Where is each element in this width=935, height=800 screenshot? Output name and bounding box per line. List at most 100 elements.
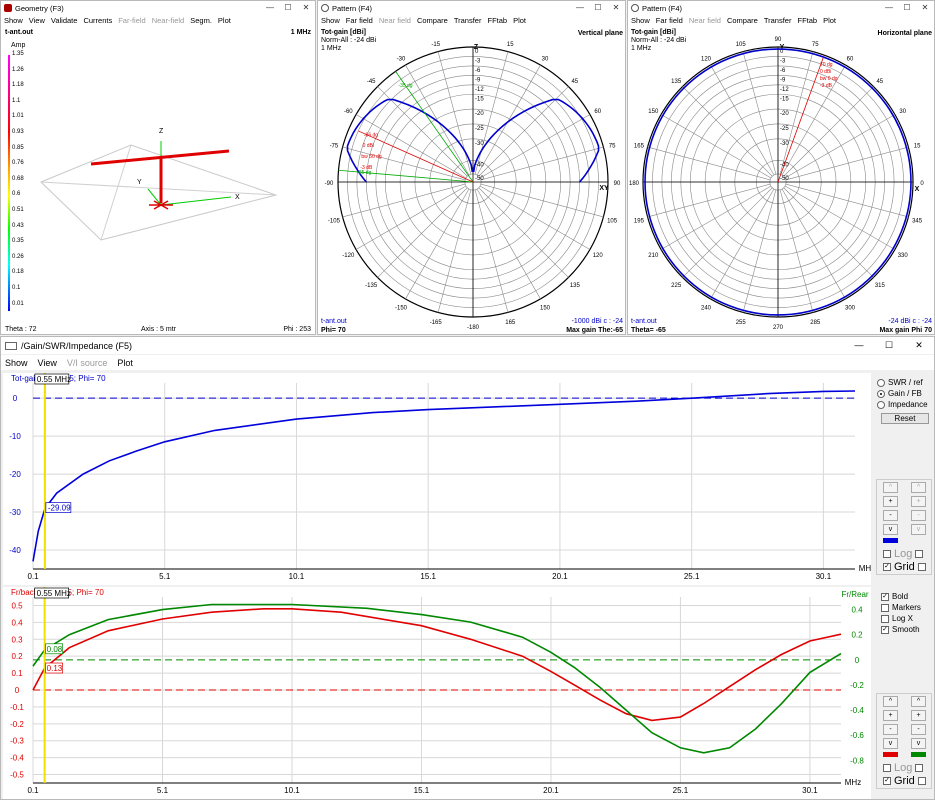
log-checkbox-top[interactable]: Log bbox=[883, 547, 924, 560]
menu-far-field[interactable]: Far field bbox=[345, 16, 373, 25]
y-tick-label-left: 0.4 bbox=[11, 618, 23, 627]
log-checkbox-top-label: Log bbox=[894, 547, 913, 560]
ring-label: -15 bbox=[780, 96, 789, 102]
angle-label: 300 bbox=[845, 306, 856, 312]
minimize-button[interactable]: — bbox=[576, 3, 584, 12]
maximize-button[interactable]: ☐ bbox=[284, 3, 292, 12]
ring-label: -30 bbox=[475, 141, 484, 147]
maximize-button[interactable]: ☐ bbox=[903, 3, 911, 12]
amp-scale-label: 1.01 bbox=[12, 113, 24, 120]
markers-checkbox[interactable]: Markers bbox=[881, 602, 934, 613]
angle-label: 60 bbox=[847, 56, 854, 62]
scale-plus-right-button[interactable]: + bbox=[911, 710, 926, 721]
pattern-h-canvas[interactable]: 0 -3 -6 -9 -12 -15 -20 -25 -30 -40 -50 90Y 75 105 60 12… bbox=[628, 27, 934, 334]
grid-checkbox-top-label: Grid bbox=[894, 560, 915, 573]
menu-show[interactable]: Show bbox=[5, 357, 28, 368]
menu-compare[interactable]: Compare bbox=[726, 16, 758, 25]
pattern-app-icon bbox=[631, 4, 639, 12]
menu-plot[interactable]: Plot bbox=[513, 16, 527, 25]
close-button[interactable]: ✕ bbox=[921, 3, 929, 12]
menu-transfer[interactable]: Transfer bbox=[763, 16, 792, 25]
ring-label: -6 bbox=[780, 68, 786, 74]
scale-minus-right-button[interactable]: - bbox=[911, 510, 926, 521]
minimize-button[interactable]: — bbox=[885, 3, 893, 12]
log-checkbox-bottom[interactable]: Log bbox=[883, 762, 924, 774]
menu-view[interactable]: View bbox=[28, 16, 45, 25]
scale-plus-right-button[interactable]: + bbox=[911, 496, 926, 507]
menu-transfer[interactable]: Transfer bbox=[453, 16, 482, 25]
menu-near-field[interactable]: Near-field bbox=[151, 16, 185, 25]
gain-info-unit: dBi bbox=[900, 318, 911, 325]
menu-plot[interactable]: Plot bbox=[823, 16, 837, 25]
frrear-series-line bbox=[32, 603, 842, 754]
menu-vi-source[interactable]: V/I source bbox=[66, 357, 108, 368]
mode-panel: SWR / ref Gain / FB Impedance Reset bbox=[877, 377, 933, 424]
menu-plot[interactable]: Plot bbox=[117, 357, 133, 368]
scale-minus-left-button[interactable]: - bbox=[883, 724, 898, 735]
minimize-button[interactable]: — bbox=[266, 3, 274, 12]
gain-info: -24 dBi c : -24 bbox=[888, 318, 932, 325]
menu-currents[interactable]: Currents bbox=[83, 16, 113, 25]
scale-down-right-button[interactable]: v bbox=[911, 524, 926, 535]
y-tick-label-left: -0.4 bbox=[10, 754, 24, 763]
grid-checkbox-bottom[interactable]: ✓ Grid bbox=[883, 775, 926, 787]
menu-show[interactable]: Show bbox=[631, 16, 650, 25]
gain-info-value: -24 bbox=[888, 318, 901, 325]
scale-minus-right-button[interactable]: - bbox=[911, 724, 926, 735]
pattern-v-canvas[interactable]: 0 -3 -6 -9 -12 -15 -20 -25 -30 -40 -50 -15 Z 15 -30 30 -… bbox=[318, 27, 625, 334]
menu-segm[interactable]: Segm. bbox=[190, 16, 212, 25]
right-axis-label: Fr/Rear bbox=[841, 590, 868, 599]
scale-down-left-button[interactable]: v bbox=[883, 524, 898, 535]
value-label-box-2 bbox=[45, 662, 64, 674]
scale-down-left-button[interactable]: v bbox=[883, 738, 898, 749]
close-button[interactable]: ✕ bbox=[612, 3, 620, 12]
phi-label: Phi= 70 bbox=[321, 327, 346, 334]
scale-up-left-button[interactable]: ^ bbox=[883, 696, 898, 707]
menu-far-field[interactable]: Far field bbox=[655, 16, 683, 25]
angle-label: -150 bbox=[395, 306, 408, 312]
swr-radio[interactable]: SWR / ref bbox=[877, 377, 933, 388]
x-tick-label: 15.1 bbox=[420, 572, 436, 581]
polar-spoke bbox=[682, 86, 773, 177]
scale-minus-left-button[interactable]: - bbox=[883, 510, 898, 521]
close-button[interactable]: ✕ bbox=[915, 340, 923, 350]
menu-fftab[interactable]: FFtab bbox=[487, 16, 508, 25]
scale-up-right-button[interactable]: ^ bbox=[911, 482, 926, 493]
marker-label: 70 dg bbox=[820, 62, 833, 68]
reset-button[interactable]: Reset bbox=[881, 413, 929, 424]
geometry-canvas[interactable]: t-ant.out 1 MHz Amp 1.35 1.26 1.18 1.1 1.01 0… bbox=[1, 27, 315, 334]
logx-checkbox[interactable]: Log X bbox=[881, 613, 934, 624]
bold-checkbox[interactable]: ✓ Bold bbox=[881, 591, 934, 602]
ring-label: 0 bbox=[780, 49, 784, 55]
grid-checkbox-top[interactable]: ✓ Grid bbox=[883, 560, 926, 573]
menu-validate[interactable]: Validate bbox=[50, 16, 78, 25]
scale-up-left-button[interactable]: ^ bbox=[883, 482, 898, 493]
impedance-radio[interactable]: Impedance bbox=[877, 399, 933, 410]
menu-plot[interactable]: Plot bbox=[217, 16, 231, 25]
menu-compare[interactable]: Compare bbox=[416, 16, 448, 25]
frequency-label: 1 MHz bbox=[290, 29, 311, 36]
scale-down-right-button[interactable]: v bbox=[911, 738, 926, 749]
gain-fb-radio[interactable]: Gain / FB bbox=[877, 388, 933, 399]
scale-plus-left-button[interactable]: + bbox=[883, 496, 898, 507]
menu-far-field[interactable]: Far-field bbox=[118, 16, 146, 25]
close-button[interactable]: ✕ bbox=[302, 3, 310, 12]
minimize-button[interactable]: — bbox=[854, 340, 864, 350]
menu-fftab[interactable]: FFtab bbox=[797, 16, 818, 25]
menu-show[interactable]: Show bbox=[321, 16, 340, 25]
polar-spoke bbox=[742, 189, 777, 313]
x-tick-label: 15.1 bbox=[414, 786, 430, 795]
menu-near-field[interactable]: Near field bbox=[378, 16, 411, 25]
scale-plus-left-button[interactable]: + bbox=[883, 710, 898, 721]
menu-near-field[interactable]: Near field bbox=[688, 16, 721, 25]
smooth-checkbox[interactable]: ✓ Smooth bbox=[881, 624, 934, 635]
frback-series-line bbox=[32, 608, 842, 722]
angle-label: -90 bbox=[325, 181, 334, 187]
menu-view[interactable]: View bbox=[37, 357, 57, 368]
scale-up-right-button[interactable]: ^ bbox=[911, 696, 926, 707]
menu-show[interactable]: Show bbox=[4, 16, 23, 25]
maximize-button[interactable]: ☐ bbox=[884, 340, 894, 350]
x-tick-label: 20.1 bbox=[543, 786, 559, 795]
pattern-h-menu-bar: Show Far field Near field Compare Transf… bbox=[628, 15, 934, 26]
maximize-button[interactable]: ☐ bbox=[594, 3, 602, 12]
